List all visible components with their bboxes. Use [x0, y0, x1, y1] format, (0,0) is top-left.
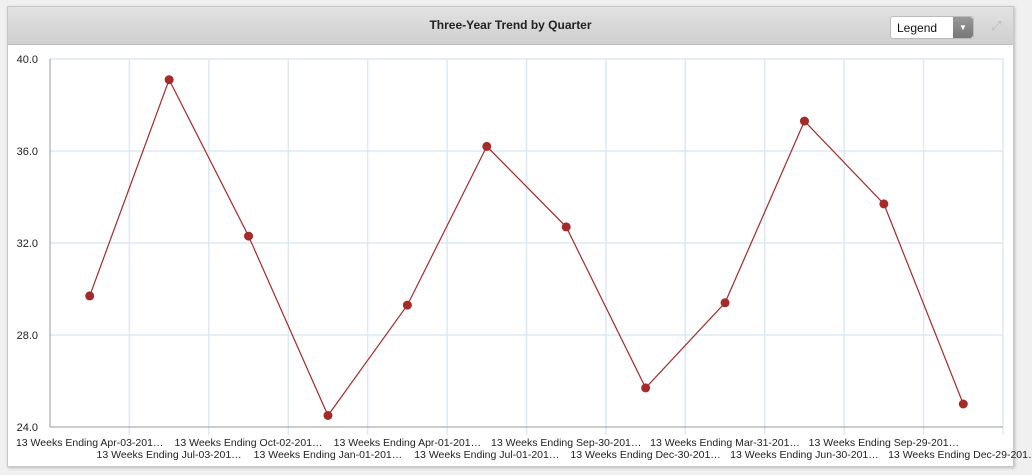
y-tick-label: 24.0	[17, 422, 38, 434]
x-tick-label: 13 Weeks Ending Sep-30-201…	[491, 437, 641, 449]
data-point	[85, 291, 95, 301]
x-tick-label: 13 Weeks Ending Jul-03-201…	[97, 449, 242, 461]
x-tick-label: 13 Weeks Ending Apr-03-201…	[16, 437, 163, 449]
data-point	[561, 222, 571, 232]
data-point	[641, 383, 651, 393]
y-tick-label: 40.0	[17, 54, 38, 66]
x-tick-label: 13 Weeks Ending Apr-01-201…	[334, 437, 481, 449]
series-line	[89, 78, 964, 417]
data-point	[482, 141, 492, 151]
data-point	[720, 298, 730, 308]
chevron-down-icon: ▼	[953, 17, 973, 38]
x-tick-label: 13 Weeks Ending Dec-29-201…	[888, 449, 1032, 461]
data-point	[323, 411, 333, 420]
legend-dropdown[interactable]: Legend ▼	[890, 16, 974, 39]
x-tick-label: 13 Weeks Ending Jun-30-201…	[730, 449, 879, 461]
chart-panel: Three-Year Trend by Quarter Legend ▼ ⤢	[7, 6, 1014, 467]
data-point	[879, 199, 889, 209]
x-tick-label: 13 Weeks Ending Jul-01-201…	[414, 449, 559, 461]
legend-label: Legend	[897, 21, 938, 35]
x-tick-label: 13 Weeks Ending Mar-31-201…	[650, 437, 800, 449]
y-tick-label: 28.0	[17, 330, 38, 342]
x-tick-label: 13 Weeks Ending Oct-02-201…	[175, 437, 323, 449]
x-tick-label: 13 Weeks Ending Dec-30-201…	[570, 449, 720, 461]
data-point	[244, 231, 254, 241]
y-tick-label: 32.0	[17, 238, 38, 250]
x-tick-label: 13 Weeks Ending Jan-01-201…	[254, 449, 403, 461]
y-tick-label: 36.0	[17, 146, 38, 158]
chart-title: Three-Year Trend by Quarter	[429, 18, 592, 32]
data-point	[164, 75, 174, 85]
data-point	[799, 116, 809, 126]
expand-icon[interactable]: ⤢	[991, 18, 1002, 33]
data-point	[958, 399, 968, 409]
x-tick-label: 13 Weeks Ending Sep-29-201…	[809, 437, 959, 449]
chart-header: Three-Year Trend by Quarter Legend ▼ ⤢	[8, 7, 1013, 45]
data-point	[402, 300, 412, 310]
